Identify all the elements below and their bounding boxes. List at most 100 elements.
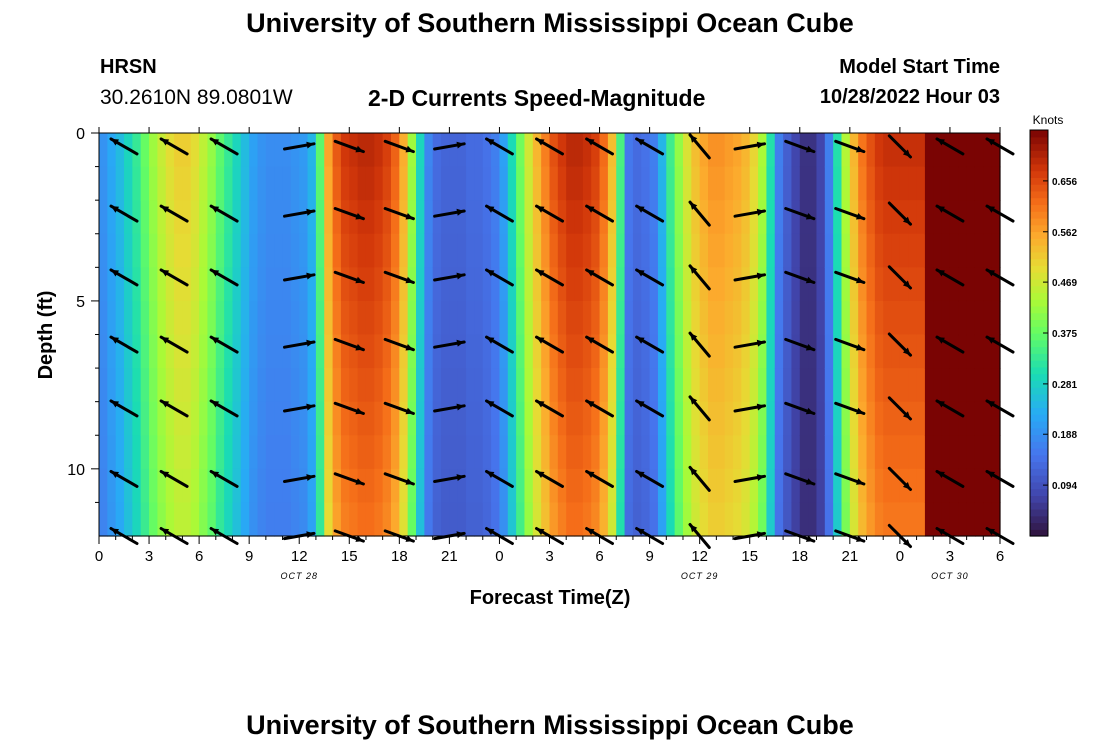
heatmap-cell bbox=[774, 233, 784, 268]
heatmap-cell bbox=[591, 468, 601, 504]
heatmap-cell bbox=[933, 267, 943, 302]
heatmap-cell bbox=[791, 133, 801, 168]
x-tick-label: 15 bbox=[341, 548, 358, 565]
heatmap-cell bbox=[199, 133, 209, 168]
heatmap-cell bbox=[215, 435, 225, 470]
heatmap-cell bbox=[507, 368, 517, 403]
current-arrow bbox=[935, 137, 965, 156]
heatmap-cell bbox=[457, 166, 467, 201]
heatmap-cell bbox=[691, 300, 701, 336]
heatmap-cell bbox=[883, 435, 893, 470]
heatmap-cell bbox=[758, 267, 767, 302]
heatmap-cell bbox=[783, 502, 793, 537]
heatmap-cell bbox=[774, 267, 784, 302]
heatmap-cell bbox=[849, 502, 859, 537]
heatmap-cell bbox=[941, 233, 951, 268]
heatmap-cell bbox=[649, 368, 659, 403]
heatmap-cell bbox=[532, 435, 542, 470]
heatmap-cell bbox=[407, 368, 417, 403]
heatmap-cell bbox=[549, 368, 559, 403]
heatmap-cell bbox=[399, 401, 409, 436]
current-arrow bbox=[834, 270, 866, 284]
heatmap-cell bbox=[190, 166, 200, 201]
heatmap-cell bbox=[599, 401, 609, 436]
heatmap-cell bbox=[833, 368, 843, 403]
x-tick-label: 0 bbox=[95, 548, 103, 565]
heatmap-cell bbox=[899, 166, 909, 201]
heatmap-cell bbox=[349, 133, 359, 168]
heatmap-cell bbox=[949, 300, 959, 336]
heatmap-cell bbox=[249, 300, 259, 336]
date-label: OCT 29 bbox=[681, 571, 719, 581]
heatmap-cell bbox=[749, 468, 759, 504]
heatmap-cell bbox=[524, 468, 534, 504]
heatmap-cell bbox=[766, 334, 776, 369]
heatmap-cell bbox=[591, 401, 601, 436]
heatmap-cell bbox=[641, 200, 651, 235]
heatmap-cell bbox=[390, 267, 400, 302]
heatmap-cell bbox=[791, 300, 801, 336]
heatmap-cell bbox=[307, 267, 317, 302]
heatmap-cell bbox=[941, 435, 951, 470]
heatmap-cell bbox=[390, 435, 400, 470]
heatmap-cell bbox=[532, 502, 542, 537]
heatmap-cell bbox=[657, 502, 667, 537]
heatmap-cell bbox=[916, 468, 926, 504]
heatmap-cell bbox=[708, 200, 717, 235]
heatmap-cell bbox=[749, 300, 759, 336]
heatmap-cell bbox=[682, 368, 692, 403]
heatmap-cell bbox=[716, 334, 726, 369]
heatmap-cell bbox=[682, 200, 692, 235]
heatmap-cell bbox=[457, 368, 467, 403]
heatmap-cell bbox=[708, 166, 717, 201]
heatmap-cell bbox=[466, 334, 476, 369]
colorbar-swatch bbox=[1030, 515, 1048, 524]
heatmap-cell bbox=[883, 200, 893, 235]
heatmap-cell bbox=[783, 233, 793, 268]
heatmap-cell bbox=[657, 200, 667, 235]
heatmap-cell bbox=[891, 133, 901, 168]
heatmap-cell bbox=[432, 233, 442, 268]
heatmap-cell bbox=[841, 300, 851, 336]
colorbar-swatch bbox=[1030, 420, 1048, 429]
heatmap-cell bbox=[624, 468, 634, 504]
current-arrow bbox=[585, 469, 614, 488]
heatmap-cell bbox=[499, 368, 509, 403]
heatmap-cell bbox=[632, 133, 642, 168]
heatmap-cell bbox=[207, 401, 217, 436]
heatmap-cell bbox=[749, 233, 759, 268]
heatmap-cell bbox=[507, 200, 517, 235]
heatmap-cell bbox=[107, 267, 117, 302]
heatmap-cell bbox=[374, 267, 384, 302]
heatmap-cell bbox=[424, 200, 434, 235]
x-tick-label: 21 bbox=[841, 548, 858, 565]
heatmap-cell bbox=[499, 468, 509, 504]
heatmap-cell bbox=[474, 368, 484, 403]
heatmap-cell bbox=[224, 334, 234, 369]
heatmap-cell bbox=[699, 233, 709, 268]
heatmap-cell bbox=[274, 334, 284, 369]
heatmap-cell bbox=[691, 435, 701, 470]
heatmap-cell bbox=[441, 166, 450, 201]
heatmap-cell bbox=[858, 233, 868, 268]
colorbar-swatch bbox=[1030, 265, 1048, 273]
heatmap-cell bbox=[632, 300, 642, 336]
heatmap-cell bbox=[182, 233, 192, 268]
heatmap-cell bbox=[190, 435, 200, 470]
heatmap-cell bbox=[858, 166, 868, 201]
colorbar-swatch bbox=[1030, 251, 1048, 260]
heatmap-cell bbox=[549, 435, 559, 470]
heatmap-cell bbox=[416, 435, 425, 470]
heatmap-cell bbox=[507, 233, 517, 268]
heatmap-cell bbox=[649, 233, 659, 268]
heatmap-cell bbox=[841, 468, 851, 504]
heatmap-cell bbox=[674, 166, 684, 201]
heatmap-cell bbox=[708, 468, 717, 504]
heatmap-cell bbox=[290, 435, 300, 470]
heatmap-cell bbox=[457, 233, 467, 268]
heatmap-cell bbox=[916, 300, 926, 336]
heatmap-cell bbox=[933, 435, 943, 470]
heatmap-cell bbox=[249, 233, 259, 268]
colorbar-swatch bbox=[1030, 481, 1048, 490]
heatmap-cell bbox=[774, 166, 784, 201]
